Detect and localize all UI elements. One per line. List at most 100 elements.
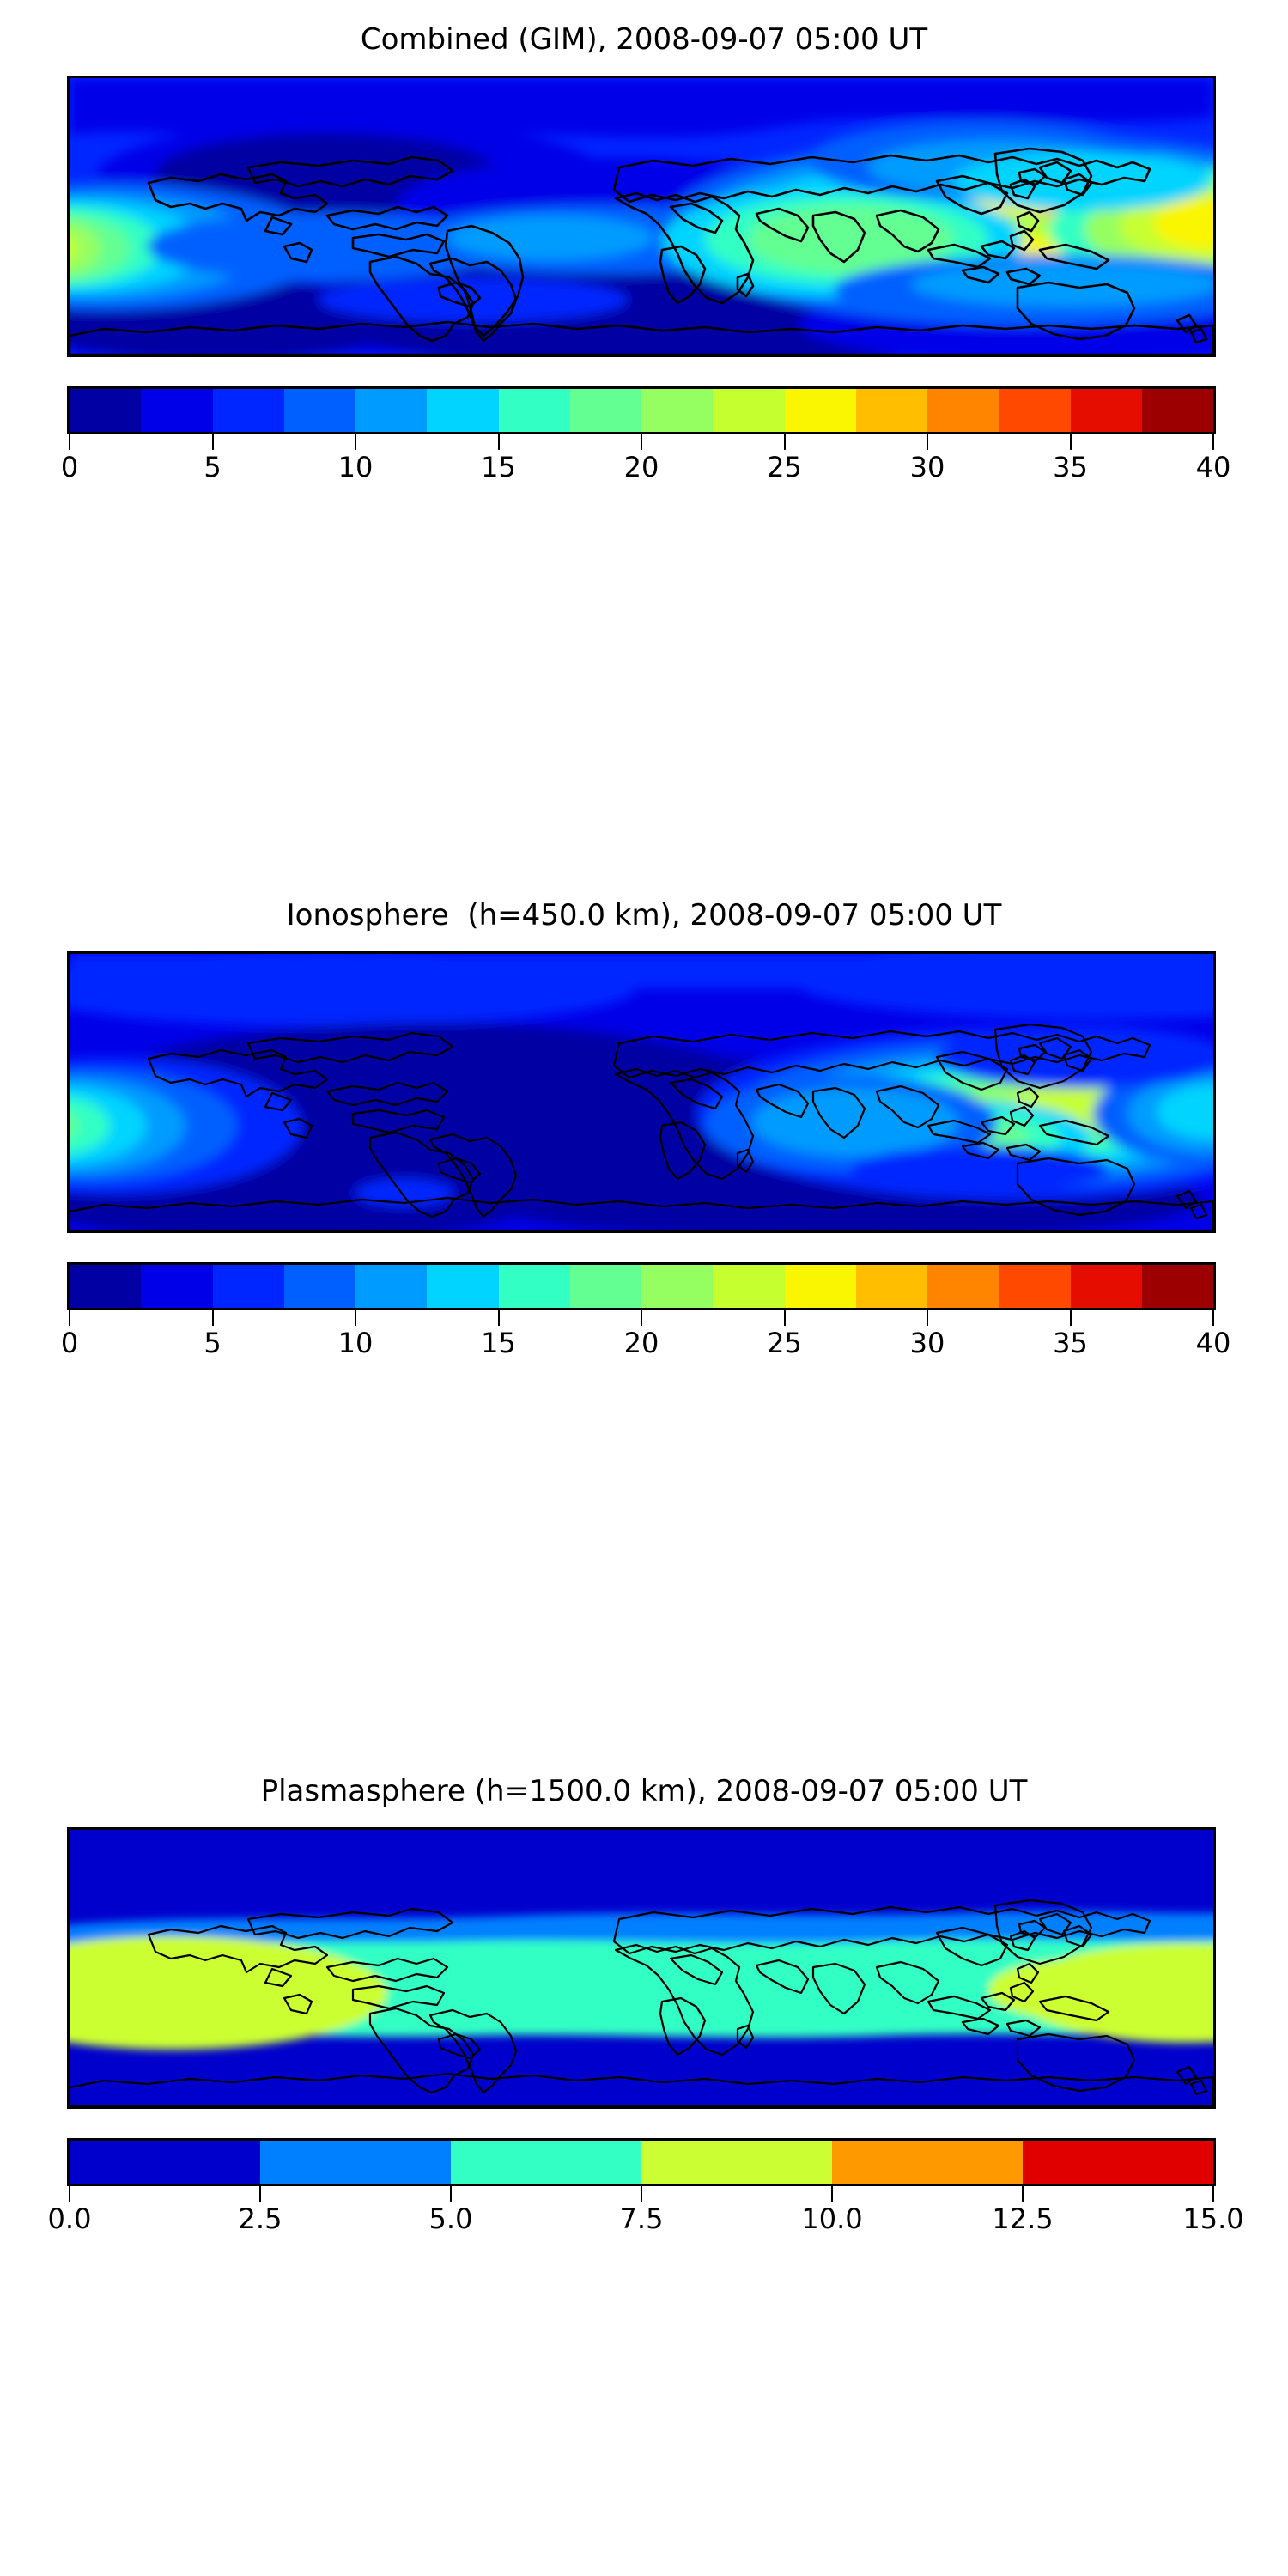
colorbar-segment <box>451 2141 641 2184</box>
colorbar-tick <box>927 434 928 450</box>
coastlines-combined-4 <box>70 245 1213 355</box>
colorbar-segment <box>784 1265 856 1308</box>
map-svg-plasmasphere <box>70 1830 1213 2106</box>
colorbar-tick-label: 30 <box>909 1327 945 1359</box>
colorbar-tick <box>641 434 642 450</box>
coastlines-combined-2 <box>612 154 1151 305</box>
coastlines-combined <box>147 147 1093 343</box>
colorbar-segment <box>569 389 641 432</box>
colorbar-ticks-combined <box>67 434 1216 450</box>
colorbar-segment <box>498 389 570 432</box>
colorbar-tick <box>641 2186 642 2202</box>
colorbar-tick <box>1212 1310 1214 1326</box>
colorbar-tick-label: 15.0 <box>1182 2202 1244 2235</box>
colorbar-segment <box>855 1265 927 1308</box>
colorbar-tick-label: 10 <box>337 1327 374 1359</box>
colorbar-strip-combined <box>67 386 1216 434</box>
panel-title-plasmasphere: Plasmasphere (h=1500.0 km), 2008-09-07 0… <box>260 1774 1028 1808</box>
colorbar-segment <box>70 1265 142 1308</box>
colorbar-tick <box>641 1310 642 1326</box>
colorbar-segment <box>260 2141 451 2184</box>
colorbar-segment <box>999 1265 1071 1308</box>
colorbar-segment <box>569 1265 641 1308</box>
colorbar-tick-label: 35 <box>1053 1327 1088 1359</box>
colorbar-tick-label: 0.0 <box>47 2202 92 2235</box>
colorbar-tick <box>927 1310 928 1326</box>
colorbar-segment <box>141 389 213 432</box>
colorbar-tick <box>355 1310 356 1326</box>
colorbar-tick <box>1212 2186 1214 2202</box>
colorbar-segment <box>1023 2141 1213 2184</box>
colorbar-segment <box>355 389 428 432</box>
colorbar-tick <box>783 434 786 450</box>
colorbar-tick-label: 30 <box>909 451 945 483</box>
colorbar-ticks-ionosphere <box>67 1310 1216 1326</box>
colorbar-plasmasphere: 0.0 2.5 5.0 7.5 10.0 12.5 15.0 <box>48 2138 1244 2241</box>
colorbar-segment <box>498 1265 570 1308</box>
colorbar-tick-label: 12.5 <box>992 2202 1054 2235</box>
colorbar-segment <box>641 2141 832 2184</box>
colorbar-segment <box>999 389 1071 432</box>
colorbar-tick <box>831 2186 833 2202</box>
colorbar-tick-label: 5 <box>204 451 222 483</box>
colorbar-labels-combined: 0 5 10 15 20 25 30 35 40 <box>61 450 1231 489</box>
colorbar-segment <box>855 389 927 432</box>
colorbar-tick-label: 25 <box>767 1327 802 1359</box>
colorbar-ionosphere: 0 5 10 15 20 25 30 35 40 <box>61 1262 1230 1365</box>
colorbar-tick <box>211 1310 214 1326</box>
colorbar-segment <box>70 389 142 432</box>
colorbar-tick <box>1212 434 1214 450</box>
map-ionosphere <box>67 951 1216 1233</box>
colorbar-segment <box>1070 389 1142 432</box>
colorbar-segment <box>427 389 499 432</box>
colorbar-segment <box>1141 1265 1213 1308</box>
contour-field-plasmasphere <box>70 1830 1213 2106</box>
colorbar-segment <box>1070 1265 1142 1308</box>
colorbar-strip-plasmasphere <box>67 2138 1216 2186</box>
colorbar-tick-label: 35 <box>1053 451 1088 483</box>
map-combined-gim <box>67 76 1216 357</box>
map-svg-ionosphere <box>70 954 1213 1230</box>
colorbar-tick <box>783 1310 786 1326</box>
colorbar-tick-label: 10 <box>337 451 374 483</box>
colorbar-segment <box>70 2141 260 2184</box>
colorbar-tick-label: 15 <box>481 1327 516 1359</box>
colorbar-tick-label: 2.5 <box>238 2202 283 2235</box>
colorbar-segment <box>141 1265 213 1308</box>
colorbar-tick-label: 20 <box>623 1327 659 1359</box>
colorbar-combined: 0 5 10 15 20 25 30 35 40 <box>61 386 1230 489</box>
colorbar-segment <box>212 389 284 432</box>
colorbar-tick-label: 25 <box>767 451 802 483</box>
colorbar-tick <box>211 434 214 450</box>
colorbar-labels-ionosphere: 0 5 10 15 20 25 30 35 40 <box>61 1326 1231 1365</box>
colorbar-ticks-plasmasphere <box>67 2186 1216 2202</box>
panel-title-ionosphere: Ionosphere (h=450.0 km), 2008-09-07 05:0… <box>286 898 1002 933</box>
colorbar-tick-label: 40 <box>1195 451 1231 483</box>
colorbar-tick-label: 0 <box>60 1327 79 1359</box>
colorbar-segment <box>283 389 355 432</box>
colorbar-tick <box>69 434 70 450</box>
colorbar-tick <box>259 2186 261 2202</box>
colorbar-segment <box>713 389 785 432</box>
colorbar-segment <box>832 2141 1023 2184</box>
colorbar-labels-plasmasphere: 0.0 2.5 5.0 7.5 10.0 12.5 15.0 <box>48 2202 1244 2241</box>
colorbar-tick-label: 5.0 <box>428 2202 473 2235</box>
colorbar-tick <box>69 2186 70 2202</box>
colorbar-tick <box>355 434 356 450</box>
contour-field-ionosphere <box>70 954 1213 1230</box>
colorbar-segment <box>212 1265 284 1308</box>
colorbar-tick-label: 7.5 <box>619 2202 664 2235</box>
colorbar-tick <box>497 1310 500 1326</box>
colorbar-tick-label: 40 <box>1195 1327 1231 1359</box>
colorbar-tick-label: 0 <box>60 451 79 483</box>
colorbar-segment <box>927 389 999 432</box>
panel-title-combined: Combined (GIM), 2008-09-07 05:00 UT <box>360 22 928 57</box>
coastlines-plasmasphere <box>70 1899 1213 2106</box>
colorbar-segment <box>641 1265 714 1308</box>
colorbar-segment <box>427 1265 499 1308</box>
contour-field-combined <box>70 78 1213 355</box>
colorbar-tick-label: 10.0 <box>801 2202 863 2235</box>
colorbar-segment <box>641 389 714 432</box>
colorbar-segment <box>927 1265 999 1308</box>
colorbar-tick <box>450 2186 452 2202</box>
